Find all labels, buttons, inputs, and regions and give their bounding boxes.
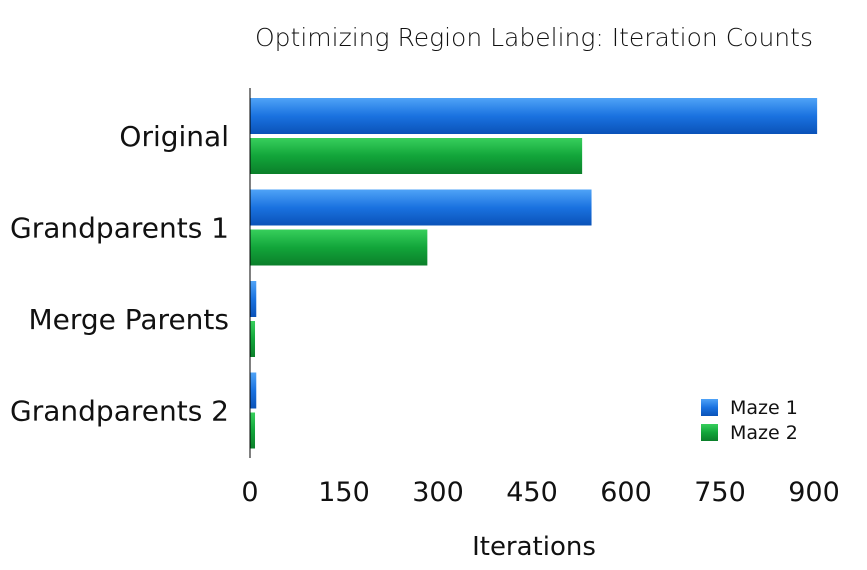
x-tick-label: 0: [241, 477, 258, 508]
bar-1-2: [250, 189, 592, 226]
x-tick-label: 300: [412, 477, 464, 508]
category-label: Grandparents 1: [10, 212, 229, 245]
category-label: Merge Parents: [28, 303, 229, 336]
bar-2-3: [250, 321, 256, 357]
bars-group: [250, 98, 818, 449]
bar-2-1: [250, 138, 583, 174]
category-labels: Original Grandparents 1 Merge Parents Grand…: [10, 120, 229, 428]
bar-1-1: [250, 98, 818, 134]
category-label: Grandparents 2: [10, 395, 229, 428]
x-tick-label: 150: [318, 477, 370, 508]
bar-1-4: [250, 372, 257, 409]
x-tick-labels: 0 150 300 450 600 750 900: [241, 477, 839, 508]
x-tick-label: 450: [506, 477, 558, 508]
category-label: Original: [119, 120, 229, 153]
bar-2-2: [250, 229, 428, 266]
legend-label: Maze 2: [730, 422, 798, 444]
chart-title: Optimizing Region Labeling: Iteration Co…: [255, 23, 813, 52]
bar-2-4: [250, 412, 256, 449]
legend-swatch: [701, 424, 718, 441]
x-tick-label: 900: [788, 477, 840, 508]
legend: Maze 1 Maze 2: [701, 397, 798, 444]
bar-1-3: [250, 281, 257, 317]
x-axis-label: Iterations: [472, 532, 596, 562]
legend-swatch: [701, 399, 718, 416]
x-tick-label: 750: [694, 477, 746, 508]
legend-label: Maze 1: [730, 397, 798, 419]
x-tick-label: 600: [600, 477, 652, 508]
